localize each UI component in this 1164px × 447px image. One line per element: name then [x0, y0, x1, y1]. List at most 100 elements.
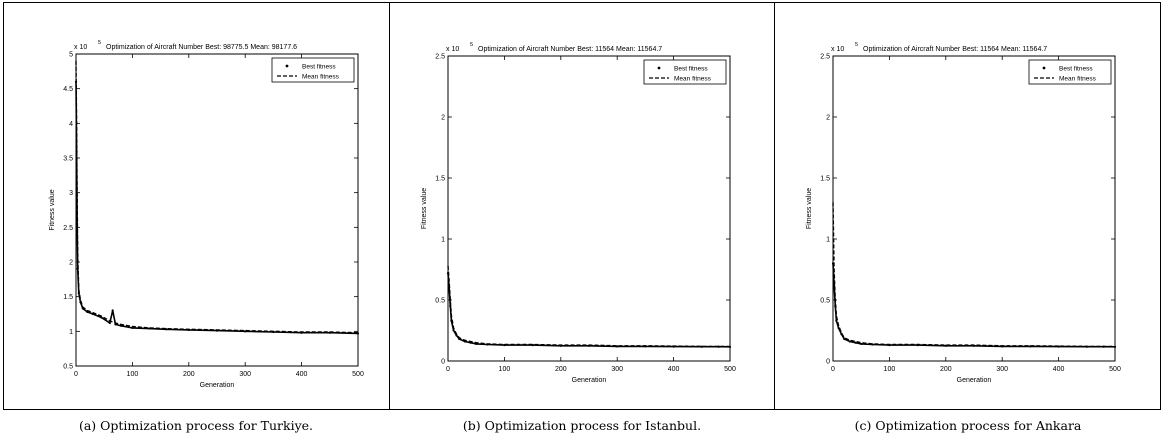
series-line-mean-fitness	[446, 265, 730, 348]
panel-c: x 10 5 Optimization of Aircraft Number Bes…	[775, 3, 1160, 409]
chart-title: Optimization of Aircraft Number Best: 11…	[863, 46, 1047, 53]
legend-swatch-best	[1042, 66, 1046, 70]
data-point	[843, 337, 846, 341]
legend: Best fitness Mean fitness	[1028, 59, 1112, 85]
y-tick-label: 0.5	[435, 298, 445, 305]
data-point	[131, 326, 134, 329]
legend-label: Mean fitness	[674, 76, 712, 83]
y-tick-label: 2.5	[821, 54, 831, 61]
x-tick-label: 100	[884, 366, 896, 373]
y-tick-label: 5	[69, 52, 73, 59]
y-tick-label: 0	[826, 359, 830, 366]
series-line-best-fitness	[75, 81, 359, 335]
chart-title-group: x 10 5 Optimization of Aircraft Number Bes…	[74, 40, 297, 51]
x-tick-label: 400	[296, 371, 308, 378]
data-point	[615, 345, 618, 348]
legend-label: Best fitness	[1059, 66, 1093, 73]
y-axis-label: Fitness value	[49, 189, 56, 230]
data-point	[120, 324, 123, 327]
x-tick-label: 400	[1053, 366, 1065, 373]
legend-box	[1028, 59, 1112, 85]
panel-a: x 10 5 Optimization of Aircraft Number Bes…	[4, 3, 390, 409]
chart-title-group: x 10 5 Optimization of Aircraft Number Bes…	[831, 42, 1047, 53]
y-tick-label: 2	[441, 115, 445, 122]
data-point	[854, 341, 858, 344]
legend-box	[643, 59, 727, 85]
data-point	[100, 316, 103, 319]
legend: Best fitness Mean fitness	[271, 57, 355, 83]
data-point	[945, 344, 948, 347]
caption-a: (a) Optimization process for Turkiye.	[78, 418, 314, 433]
data-point	[108, 321, 111, 325]
x-tick-label: 200	[183, 371, 195, 378]
legend: Best fitness Mean fitness	[643, 59, 727, 85]
y-tick-label: 1.5	[821, 176, 831, 183]
legend-swatch-best	[285, 64, 289, 68]
exponent-power: 5	[98, 40, 101, 46]
x-tick-label: 100	[127, 371, 139, 378]
y-tick-label: 0	[441, 359, 445, 366]
caption-b: (b) Optimization process for Istanbul.	[462, 418, 702, 433]
series-line-mean-fitness	[832, 202, 1116, 348]
x-axis-label: Generation	[957, 377, 992, 384]
x-tick-label: 100	[498, 366, 510, 373]
series-line-mean-fitness	[75, 60, 359, 334]
data-point	[849, 340, 852, 343]
legend-label: Mean fitness	[302, 74, 340, 81]
y-tick-label: 3.5	[63, 156, 73, 163]
legend-label: Mean fitness	[1059, 76, 1097, 83]
chart-title: Optimization of Aircraft Number Best: 11…	[478, 46, 662, 53]
data-point	[833, 284, 836, 287]
chart-c: x 10 5 Optimization of Aircraft Number Bes…	[806, 42, 1122, 384]
y-tick-label: 4.5	[63, 86, 73, 93]
caption-row: (a) Optimization process for Turkiye. (b…	[3, 418, 1161, 433]
x-axis-label: Generation	[200, 382, 235, 389]
x-tick-label: 0	[74, 371, 78, 378]
x-tick-label: 300	[611, 366, 623, 373]
figure-panel-grid: x 10 5 Optimization of Aircraft Number Bes…	[3, 2, 1161, 410]
chart-b: x 10 5 Optimization of Aircraft Number Bes…	[421, 42, 736, 384]
y-axis-label: Fitness value	[421, 188, 428, 229]
x-tick-label: 300	[997, 366, 1009, 373]
y-tick-label: 1	[69, 329, 73, 336]
plot-area-frame	[832, 55, 1116, 362]
y-tick-label: 1	[441, 237, 445, 244]
caption-c: (c) Optimization process for Ankara	[854, 418, 1082, 433]
x-tick-label: 0	[446, 366, 450, 373]
legend-label: Best fitness	[674, 66, 708, 73]
y-tick-label: 4	[69, 121, 73, 128]
y-axis-label: Fitness value	[806, 188, 813, 229]
y-tick-label: 0.5	[821, 298, 831, 305]
exponent-label: x 10	[74, 44, 87, 51]
y-tick-label: 1	[826, 237, 830, 244]
panel-b: x 10 5 Optimization of Aircraft Number Bes…	[390, 3, 776, 409]
x-tick-label: 500	[1110, 366, 1122, 373]
plot-area-frame	[447, 55, 731, 362]
legend-label: Best fitness	[302, 64, 336, 71]
data-point	[452, 329, 455, 332]
x-axis-label: Generation	[571, 377, 606, 384]
exponent-power: 5	[855, 42, 858, 48]
y-tick-label: 1.5	[435, 176, 445, 183]
exponent-power: 5	[470, 42, 473, 48]
x-tick-label: 300	[239, 371, 251, 378]
chart-title: Optimization of Aircraft Number Best: 98…	[106, 44, 297, 51]
exponent-label: x 10	[446, 46, 459, 53]
plot-area-frame	[75, 53, 359, 367]
legend-box	[271, 57, 355, 83]
legend-swatch-best	[657, 66, 661, 70]
chart-title-group: x 10 5 Optimization of Aircraft Number Bes…	[446, 42, 662, 53]
x-tick-label: 500	[724, 366, 736, 373]
y-tick-label: 3	[69, 190, 73, 197]
x-tick-label: 400	[667, 366, 679, 373]
data-point	[700, 345, 703, 348]
y-tick-label: 2	[69, 260, 73, 267]
y-tick-label: 0.5	[63, 364, 73, 371]
data-point	[860, 342, 863, 346]
exponent-label: x 10	[831, 46, 844, 53]
series-line-best-fitness	[832, 263, 1116, 348]
x-tick-label: 200	[940, 366, 952, 373]
data-point	[455, 334, 458, 337]
x-tick-label: 500	[352, 371, 364, 378]
